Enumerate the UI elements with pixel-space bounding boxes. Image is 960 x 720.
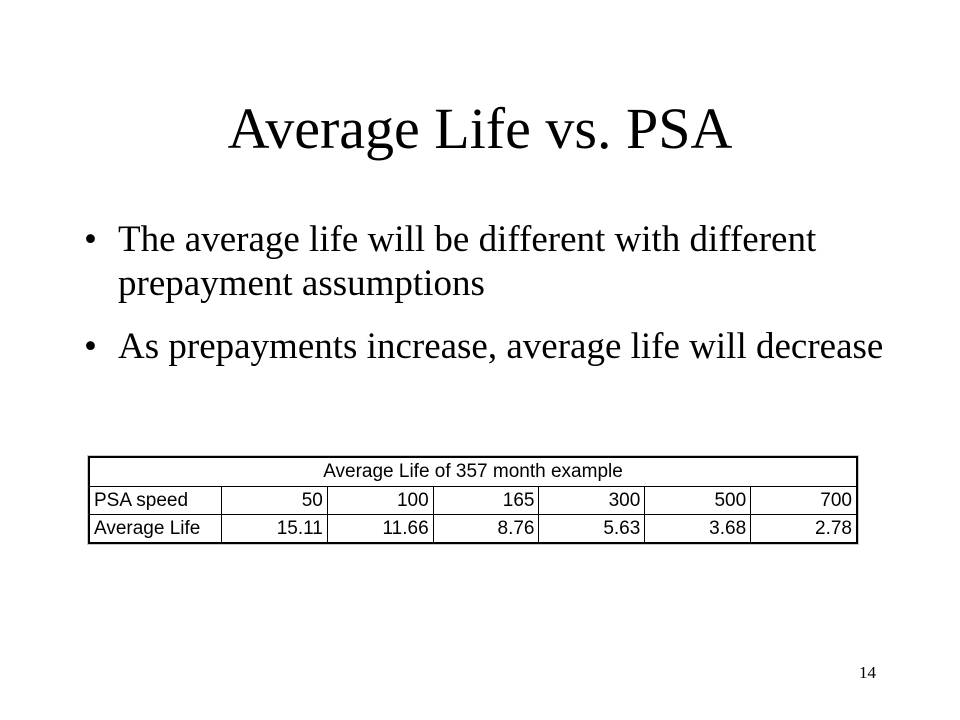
bullet-item: • As prepayments increase, average life … [80,325,900,369]
slide-title: Average Life vs. PSA [227,96,733,161]
table-cell: 100 [326,486,434,515]
bullet-icon: • [84,326,97,367]
average-life-table: Average Life of 357 month example PSA sp… [88,456,858,544]
table-caption: Average Life of 357 month example [89,457,857,487]
bullet-text: As prepayments increase, average life wi… [118,326,884,367]
table-cell: 15.11 [221,514,328,543]
table-caption-row: Average Life of 357 month example [89,457,857,487]
psa-table: Average Life of 357 month example PSA sp… [89,457,857,543]
table-row-psa-speed: PSA speed 50 100 165 300 500 700 [89,486,857,515]
table-cell: 165 [432,486,540,515]
table-row-average-life: Average Life 15.11 11.66 8.76 5.63 3.68 … [89,514,857,543]
row-label: Average Life [89,514,222,543]
table-cell: 700 [750,486,857,515]
bullet-item: • The average life will be different wit… [80,218,900,306]
table-cell: 8.76 [432,514,540,543]
bullet-list: • The average life will be different wit… [80,218,900,388]
table-cell: 5.63 [538,514,646,543]
row-label: PSA speed [89,486,222,515]
table-cell: 500 [644,486,752,515]
bullet-icon: • [84,219,97,260]
page-number: 14 [859,663,876,682]
table-cell: 2.78 [750,514,857,543]
table-cell: 300 [538,486,646,515]
table-cell: 11.66 [326,514,434,543]
table-cell: 3.68 [644,514,752,543]
bullet-text: The average life will be different with … [118,219,817,304]
table-cell: 50 [221,486,328,515]
